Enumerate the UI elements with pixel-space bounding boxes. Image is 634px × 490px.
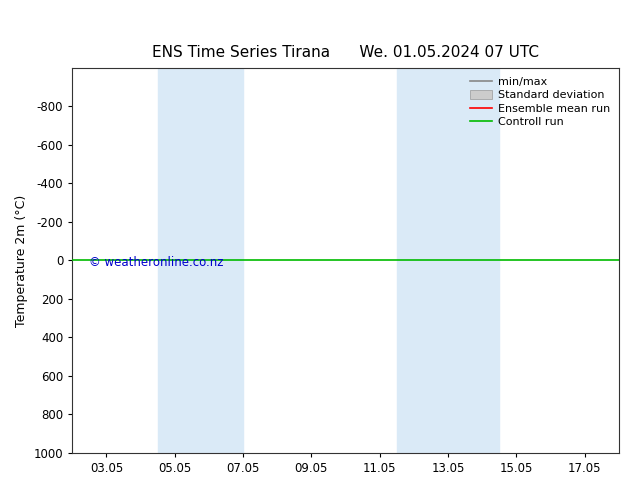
Y-axis label: Temperature 2m (°C): Temperature 2m (°C) (15, 194, 28, 326)
Legend: min/max, Standard deviation, Ensemble mean run, Controll run: min/max, Standard deviation, Ensemble me… (467, 74, 614, 130)
Bar (397, 68, 500, 453)
Text: © weatheronline.co.nz: © weatheronline.co.nz (89, 256, 223, 269)
Title: ENS Time Series Tirana      We. 01.05.2024 07 UTC: ENS Time Series Tirana We. 01.05.2024 07… (152, 45, 539, 60)
Bar (158, 68, 243, 453)
